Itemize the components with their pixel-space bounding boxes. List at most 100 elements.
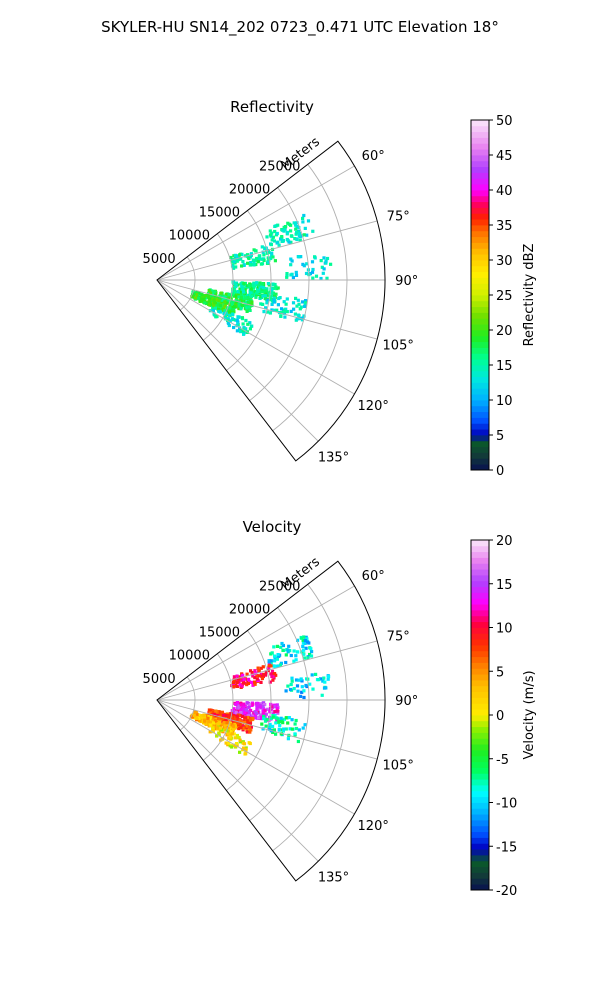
echo-gate (302, 695, 306, 700)
echo-gate (302, 652, 306, 656)
echo-gate (237, 295, 241, 299)
velocity-colorbar: -20 -15 -10 -5 0 5 10 15 20 Velocity (m/s) (470, 534, 537, 899)
echo-gate (238, 750, 242, 754)
echo-gate (261, 665, 265, 669)
echo-gate (228, 724, 232, 728)
colorbar-swatch (471, 551, 489, 558)
echo-gate (244, 327, 248, 331)
echo-gate (286, 684, 290, 688)
echo-gate (324, 259, 328, 263)
colorbar-swatch (471, 586, 489, 593)
echo-gate (218, 726, 222, 730)
echo-gate (217, 710, 221, 714)
echo-gate (227, 298, 231, 303)
echo-gate (227, 295, 231, 299)
echo-gate (274, 285, 278, 289)
echo-gate (254, 295, 258, 299)
echo-gate (275, 231, 279, 236)
echo-gate (258, 705, 262, 709)
echo-gate (265, 251, 269, 255)
colorbar-swatch (471, 382, 489, 389)
echo-gate (285, 274, 289, 278)
colorbar-swatch (471, 860, 489, 868)
echo-gate (276, 664, 280, 668)
echo-gate (293, 722, 297, 726)
echo-gate (219, 716, 224, 720)
echo-gate (247, 725, 252, 729)
echo-gate (227, 741, 231, 745)
radial-tick-label: 20000 (229, 183, 270, 198)
echo-gate (301, 726, 305, 730)
colorbar-swatch (471, 155, 489, 162)
echo-gate (271, 294, 275, 298)
echo-gate (276, 286, 280, 290)
colorbar-swatch (471, 283, 489, 290)
colorbar-swatch (471, 849, 489, 856)
echo-gate (242, 705, 246, 709)
colorbar-swatch (471, 394, 489, 401)
echo-gate (280, 239, 284, 243)
echo-gate (233, 716, 237, 720)
echo-gate (266, 260, 270, 264)
echo-gate (277, 720, 281, 724)
colorbar-swatch (471, 312, 489, 319)
colorbar-swatch (471, 265, 489, 273)
echo-gate (323, 680, 327, 684)
echo-gate (199, 718, 203, 722)
echo-gate (234, 265, 238, 269)
colorbar-swatch (471, 569, 489, 576)
range-ring (249, 607, 310, 821)
azimuth-tick-label: 105° (383, 339, 414, 354)
colorbar-swatch (471, 750, 489, 757)
echo-gate (249, 725, 253, 729)
echo-gate (288, 687, 293, 692)
colorbar-swatch (471, 446, 489, 453)
echo-gate (302, 648, 306, 652)
echo-gate (302, 233, 306, 237)
echo-gate (249, 324, 253, 328)
radial-axis-label: Meters (278, 554, 323, 593)
echo-gate (211, 710, 215, 714)
echo-gate (266, 291, 270, 295)
echo-gate (238, 683, 242, 687)
echo-cluster (285, 255, 333, 281)
echo-gate (212, 313, 217, 317)
azimuth-tick-label: 90° (395, 694, 418, 709)
echo-gate (263, 294, 267, 298)
echo-gate (306, 656, 310, 660)
echo-gate (269, 294, 273, 298)
echo-gate (303, 304, 307, 308)
echo-gate (236, 735, 240, 740)
echo-gate (222, 713, 226, 717)
echo-gate (228, 313, 232, 317)
echo-gate (270, 308, 274, 312)
azimuth-spoke (156, 640, 378, 701)
echo-gate (230, 299, 234, 304)
echo-gate (242, 746, 246, 750)
echo-gate (225, 301, 229, 305)
echo-gate (266, 310, 270, 314)
colorbar-swatch (471, 785, 489, 792)
echo-gate (232, 718, 236, 722)
echo-gate (311, 267, 315, 272)
echo-gate (234, 285, 238, 289)
echo-gate (253, 716, 257, 720)
echo-gate (249, 291, 253, 295)
echo-gate (213, 711, 217, 715)
echo-gate (220, 723, 224, 727)
colorbar-swatch (471, 855, 489, 862)
echo-gate (231, 724, 235, 728)
colorbar-swatch (471, 277, 489, 284)
colorbar-tick-label: -20 (496, 884, 517, 899)
echo-gate (281, 729, 285, 733)
echo-gate (289, 257, 293, 261)
echo-gate (207, 708, 211, 712)
echo-gate (269, 672, 273, 676)
echo-gate (218, 296, 222, 300)
echo-gate (264, 712, 268, 716)
echo-gate (224, 312, 228, 316)
echo-gate (319, 677, 323, 681)
echo-gate (264, 670, 268, 674)
